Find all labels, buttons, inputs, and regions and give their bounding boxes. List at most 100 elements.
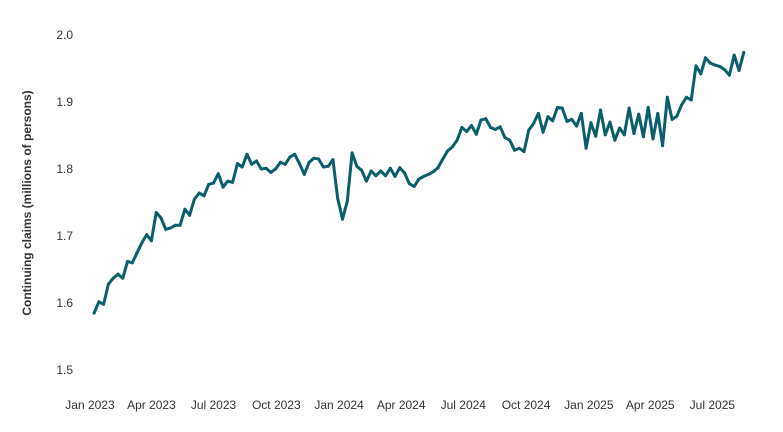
- data-point: [298, 162, 301, 166]
- data-point: [546, 115, 550, 119]
- data-point: [436, 166, 440, 170]
- data-point: [207, 182, 211, 186]
- data-point: [412, 184, 416, 188]
- data-point: [665, 95, 669, 99]
- y-axis-ticks: 1.5 1.6 1.7 1.8 1.9 2.0: [56, 28, 73, 377]
- data-point: [675, 114, 679, 118]
- data-point: [522, 150, 526, 154]
- data-point: [637, 112, 641, 116]
- data-point: [455, 138, 459, 142]
- data-point: [197, 191, 201, 195]
- data-point: [503, 136, 507, 139]
- data-point: [202, 194, 206, 198]
- continuing-claims-series-line: [92, 50, 746, 315]
- data-point: [718, 65, 722, 68]
- data-point: [331, 158, 335, 162]
- data-point: [680, 103, 684, 107]
- data-point: [508, 138, 512, 142]
- data-point: [164, 227, 168, 231]
- data-point: [570, 117, 574, 121]
- data-point: [594, 134, 598, 138]
- data-point: [684, 95, 688, 99]
- data-point: [536, 111, 540, 115]
- data-point: [417, 177, 421, 181]
- x-tick-label: Jul 2025: [690, 398, 736, 412]
- data-point: [154, 211, 158, 214]
- x-tick-label: Apr 2024: [377, 398, 426, 412]
- data-point: [173, 223, 177, 227]
- x-tick-label: Apr 2023: [127, 398, 176, 412]
- data-point: [178, 223, 182, 227]
- data-point: [321, 165, 325, 169]
- x-tick-label: Jul 2024: [441, 398, 487, 412]
- data-point: [470, 124, 473, 127]
- data-point: [732, 53, 736, 57]
- data-point: [713, 63, 717, 67]
- data-point: [388, 166, 392, 170]
- data-point: [661, 144, 665, 148]
- data-point: [584, 146, 588, 150]
- data-point: [312, 156, 316, 160]
- data-point: [603, 133, 607, 137]
- data-point: [441, 157, 445, 161]
- data-point: [102, 302, 106, 306]
- data-point: [694, 64, 698, 68]
- data-point: [245, 152, 249, 156]
- data-point: [493, 128, 497, 131]
- x-tick-label: Jan 2025: [564, 398, 614, 412]
- data-point: [126, 260, 129, 263]
- data-point: [293, 152, 297, 156]
- data-point: [618, 126, 622, 130]
- data-point: [641, 135, 645, 139]
- data-point: [212, 181, 215, 185]
- data-point: [149, 239, 153, 243]
- x-tick-label: Oct 2023: [252, 398, 301, 412]
- data-point: [355, 164, 359, 168]
- data-point: [111, 276, 115, 280]
- data-point: [670, 117, 674, 121]
- data-point: [169, 226, 172, 230]
- data-point: [264, 166, 268, 170]
- data-point: [608, 120, 612, 124]
- data-point: [474, 132, 478, 136]
- data-point: [450, 145, 454, 149]
- data-point: [704, 56, 707, 60]
- data-point: [527, 128, 531, 132]
- data-point: [130, 261, 134, 265]
- data-point: [302, 172, 306, 176]
- data-point: [379, 169, 383, 173]
- data-point: [159, 216, 163, 220]
- y-axis-title: Continuing claims (millions of persons): [20, 90, 34, 315]
- data-point: [369, 169, 373, 173]
- data-point: [121, 276, 125, 280]
- data-point: [465, 130, 469, 133]
- data-point: [336, 197, 340, 200]
- data-point: [360, 168, 364, 172]
- data-point: [250, 162, 254, 166]
- data-point: [183, 207, 187, 211]
- data-point: [551, 119, 555, 123]
- data-point: [350, 151, 354, 155]
- y-tick-label: 2.0: [56, 28, 73, 42]
- data-point: [398, 166, 402, 170]
- data-point: [384, 174, 387, 178]
- data-point: [556, 105, 559, 109]
- data-point: [560, 106, 564, 110]
- data-point: [484, 117, 488, 121]
- y-tick-label: 1.6: [56, 296, 73, 310]
- data-point: [651, 137, 655, 141]
- data-point: [579, 111, 583, 115]
- x-tick-label: Jan 2023: [65, 398, 115, 412]
- x-tick-label: Jan 2024: [314, 398, 364, 412]
- data-point: [97, 300, 101, 304]
- data-point: [737, 69, 741, 72]
- data-point: [393, 174, 397, 178]
- data-point: [283, 162, 287, 166]
- data-point: [541, 130, 545, 134]
- data-point: [226, 179, 230, 183]
- data-point: [723, 68, 727, 72]
- data-point: [632, 132, 636, 135]
- data-point: [431, 170, 435, 174]
- data-point: [288, 155, 292, 159]
- data-point: [422, 174, 426, 178]
